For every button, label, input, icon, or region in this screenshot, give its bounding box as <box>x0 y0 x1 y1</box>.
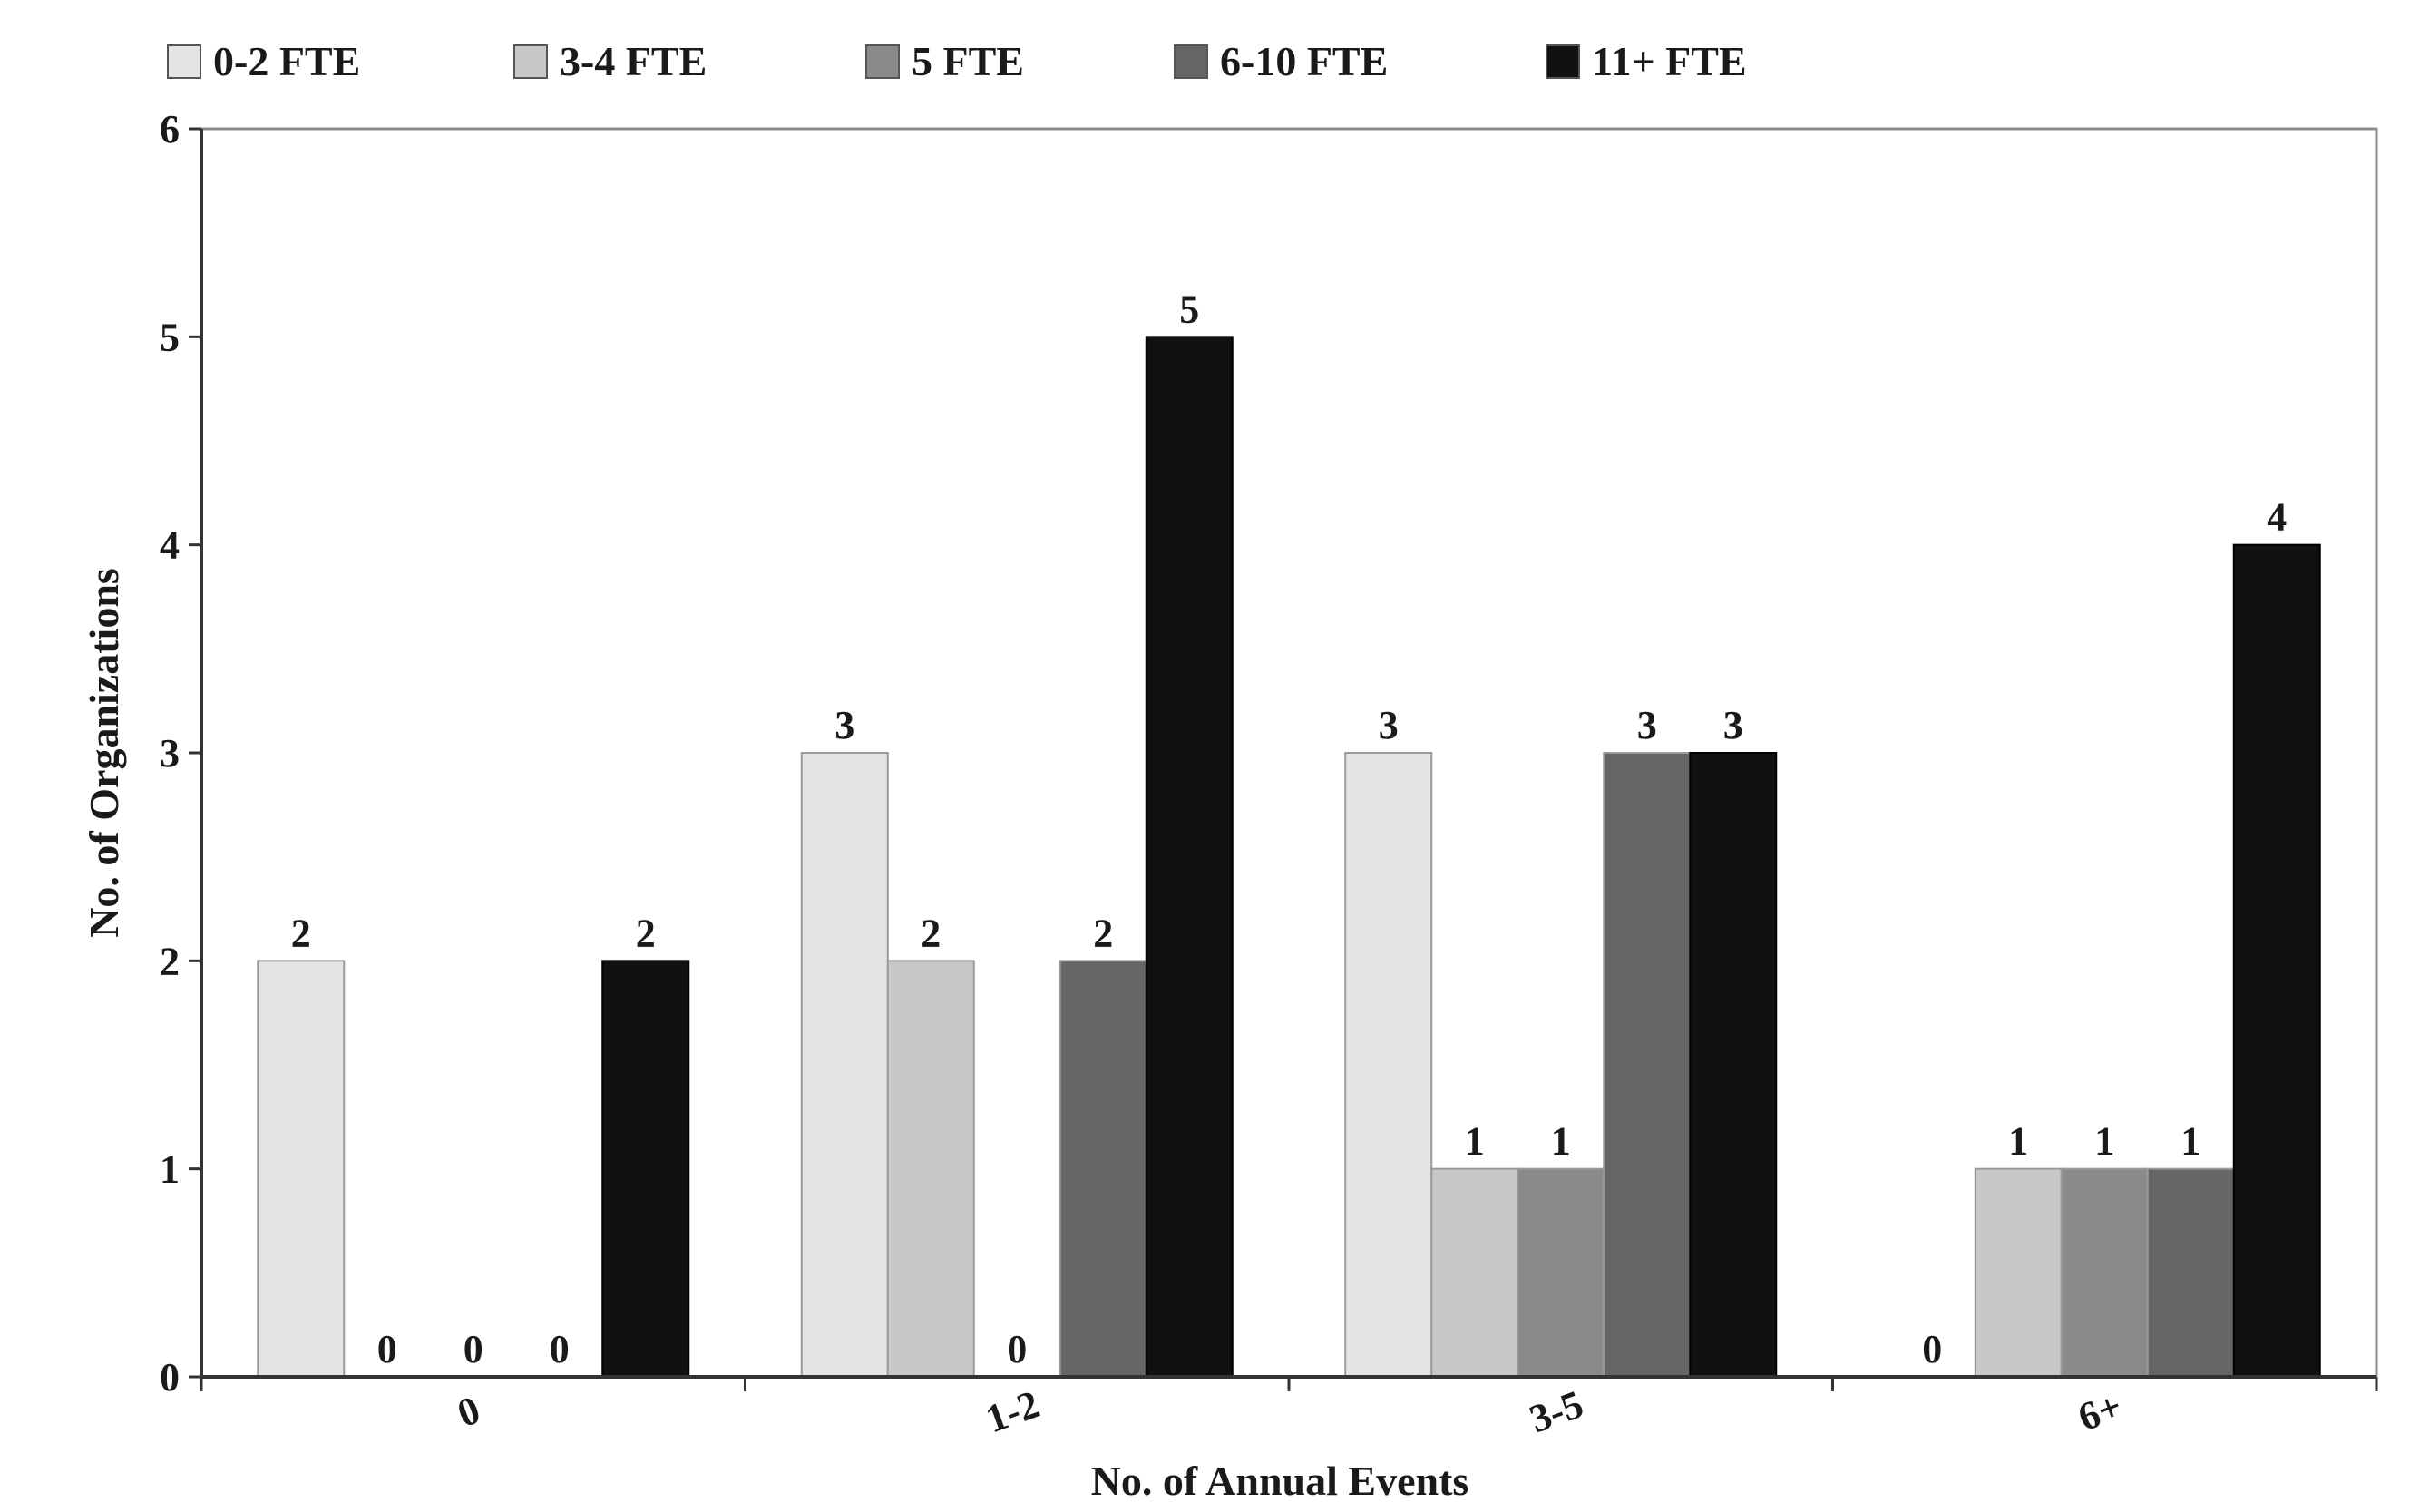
value-label: 2 <box>921 911 941 955</box>
bar-0-2-fte-0 <box>257 960 346 1379</box>
value-label: 1 <box>1465 1119 1485 1164</box>
y-tick-label: 6 <box>160 107 180 151</box>
value-label: 4 <box>2267 495 2287 540</box>
bar-3-4-fte-1-2 <box>886 960 975 1379</box>
legend-swatch <box>167 44 201 79</box>
bar-6-10-fte-3-5 <box>1603 752 1692 1378</box>
bar-0-2-fte-1-2 <box>800 752 889 1378</box>
bar-5-fte-6- <box>2060 1167 2149 1378</box>
bars-group <box>257 336 2321 1379</box>
legend-label: 3-4 FTE <box>560 38 707 84</box>
bar-6-10-fte-6- <box>2146 1167 2235 1378</box>
y-tick-label: 0 <box>160 1355 180 1400</box>
legend-swatch <box>1174 44 1208 79</box>
value-label: 1 <box>1551 1119 1571 1164</box>
value-label: 1 <box>2181 1119 2200 1164</box>
bar-3-4-fte-6- <box>1974 1167 2063 1378</box>
value-label: 1 <box>2094 1119 2114 1164</box>
bar-11-fte-3-5 <box>1689 752 1778 1378</box>
y-tick-label: 5 <box>160 315 180 359</box>
value-label: 0 <box>1922 1327 1942 1371</box>
value-label: 2 <box>636 911 656 955</box>
legend-swatch <box>1546 44 1580 79</box>
value-labels-group: 2 0 0 0 2 3 2 0 2 5 3 1 1 3 3 0 1 1 1 4 <box>291 287 2288 1371</box>
bar-0-2-fte-3-5 <box>1344 752 1433 1378</box>
value-label: 1 <box>2008 1119 2028 1164</box>
y-tick-label: 3 <box>160 731 180 776</box>
value-label: 2 <box>291 911 311 955</box>
value-label: 3 <box>1723 703 1743 747</box>
value-label: 0 <box>1007 1327 1027 1371</box>
bar-5-fte-3-5 <box>1517 1167 1605 1378</box>
x-tick-label: 3-5 <box>1524 1381 1589 1441</box>
y-tick-label: 4 <box>160 523 180 568</box>
legend: 0-2 FTE 3-4 FTE 5 FTE 6-10 FTE 11+ FTE <box>167 38 1747 84</box>
value-label: 0 <box>377 1327 397 1371</box>
bar-11-fte-0 <box>601 960 690 1379</box>
bar-3-4-fte-3-5 <box>1430 1167 1519 1378</box>
legend-swatch <box>513 44 548 79</box>
legend-label: 5 FTE <box>912 38 1024 84</box>
bar-11-fte-1-2 <box>1145 336 1234 1378</box>
value-label: 3 <box>1379 703 1399 747</box>
x-axis-title: No. of Annual Events <box>1091 1458 1469 1504</box>
value-label: 0 <box>550 1327 570 1371</box>
y-tick-label: 2 <box>160 939 180 983</box>
legend-label: 11+ FTE <box>1592 38 1747 84</box>
x-tick-label: 1-2 <box>980 1381 1045 1441</box>
x-tick-label: 0 <box>452 1388 485 1437</box>
value-label: 3 <box>834 703 854 747</box>
y-tick-label: 1 <box>160 1147 180 1192</box>
legend-label: 0-2 FTE <box>213 38 360 84</box>
legend-swatch <box>865 44 900 79</box>
value-label: 5 <box>1179 287 1199 331</box>
legend-label: 6-10 FTE <box>1220 38 1388 84</box>
bar-11-fte-6- <box>2232 543 2321 1378</box>
value-label: 2 <box>1093 911 1113 955</box>
y-axis-title: No. of Organizations <box>81 568 127 938</box>
bar-6-10-fte-1-2 <box>1059 960 1147 1379</box>
x-tick-label: 6+ <box>2073 1383 2128 1439</box>
value-label: 0 <box>463 1327 483 1371</box>
value-label: 3 <box>1637 703 1657 747</box>
